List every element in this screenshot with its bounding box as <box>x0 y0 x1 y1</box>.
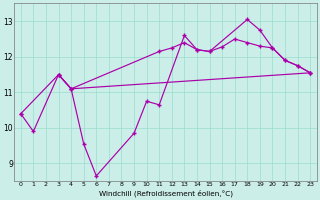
X-axis label: Windchill (Refroidissement éolien,°C): Windchill (Refroidissement éolien,°C) <box>99 189 233 197</box>
